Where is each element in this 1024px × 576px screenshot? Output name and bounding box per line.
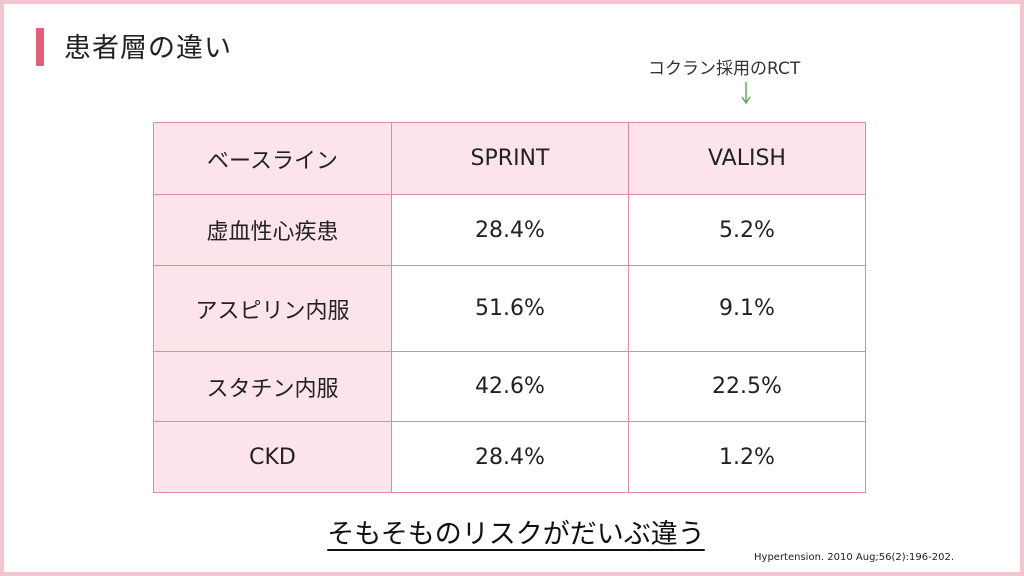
row-label: CKD [153,421,392,493]
table-header-row: ベースライン SPRINT VALISH [153,122,866,195]
comparison-table: ベースライン SPRINT VALISH 虚血性心疾患 28.4% 5.2% ア… [153,122,866,493]
sprint-value: 42.6% [391,351,629,422]
valish-value: 1.2% [628,421,866,493]
summary-statement-wrap: そもそものリスクがだいぶ違う [4,512,1024,551]
arrow-down-icon [741,82,751,105]
summary-statement: そもそものリスクがだいぶ違う [327,519,705,550]
row-label: スタチン内服 [153,351,392,422]
sprint-value: 51.6% [391,265,629,352]
annotation-label: コクラン採用のRCT [648,59,801,79]
valish-value: 9.1% [628,265,866,352]
table-row: CKD 28.4% 1.2% [153,421,866,493]
header-cell-baseline: ベースライン [153,122,392,195]
table-row: スタチン内服 42.6% 22.5% [153,351,866,422]
row-label: 虚血性心疾患 [153,194,392,266]
header-cell-valish: VALISH [628,122,866,195]
sprint-value: 28.4% [391,194,629,266]
citation: Hypertension. 2010 Aug;56(2):196-202. [754,552,955,563]
header-cell-sprint: SPRINT [391,122,629,195]
slide-title: 患者層の違い [64,33,232,64]
row-label: アスピリン内服 [153,265,392,352]
table-row: 虚血性心疾患 28.4% 5.2% [153,194,866,266]
title-accent-bar [36,28,44,66]
valish-value: 22.5% [628,351,866,422]
valish-value: 5.2% [628,194,866,266]
sprint-value: 28.4% [391,421,629,493]
table-row: アスピリン内服 51.6% 9.1% [153,265,866,352]
